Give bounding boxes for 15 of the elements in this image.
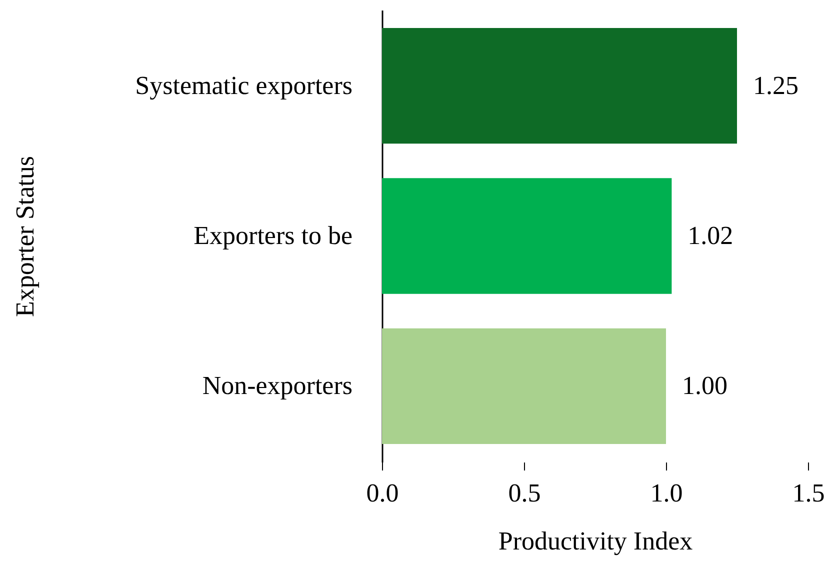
x-tick-label: 1.5 xyxy=(792,478,825,508)
bar xyxy=(382,178,672,294)
bar xyxy=(382,28,737,144)
y-tick-label: Exporters to be xyxy=(194,221,352,250)
data-label: 1.02 xyxy=(688,221,734,250)
x-tick-label: 0.5 xyxy=(508,478,541,508)
y-tick-label: Non-exporters xyxy=(202,371,352,400)
y-axis-title: Exporter Status xyxy=(10,156,40,318)
data-label: 1.00 xyxy=(682,371,728,400)
y-tick-label: Systematic exporters xyxy=(135,70,352,100)
x-tick-label: 1.0 xyxy=(650,478,683,508)
x-tick-label: 0.0 xyxy=(366,478,399,508)
x-axis-title: Productivity Index xyxy=(498,526,693,556)
bar xyxy=(382,328,666,444)
data-label: 1.25 xyxy=(753,70,798,100)
